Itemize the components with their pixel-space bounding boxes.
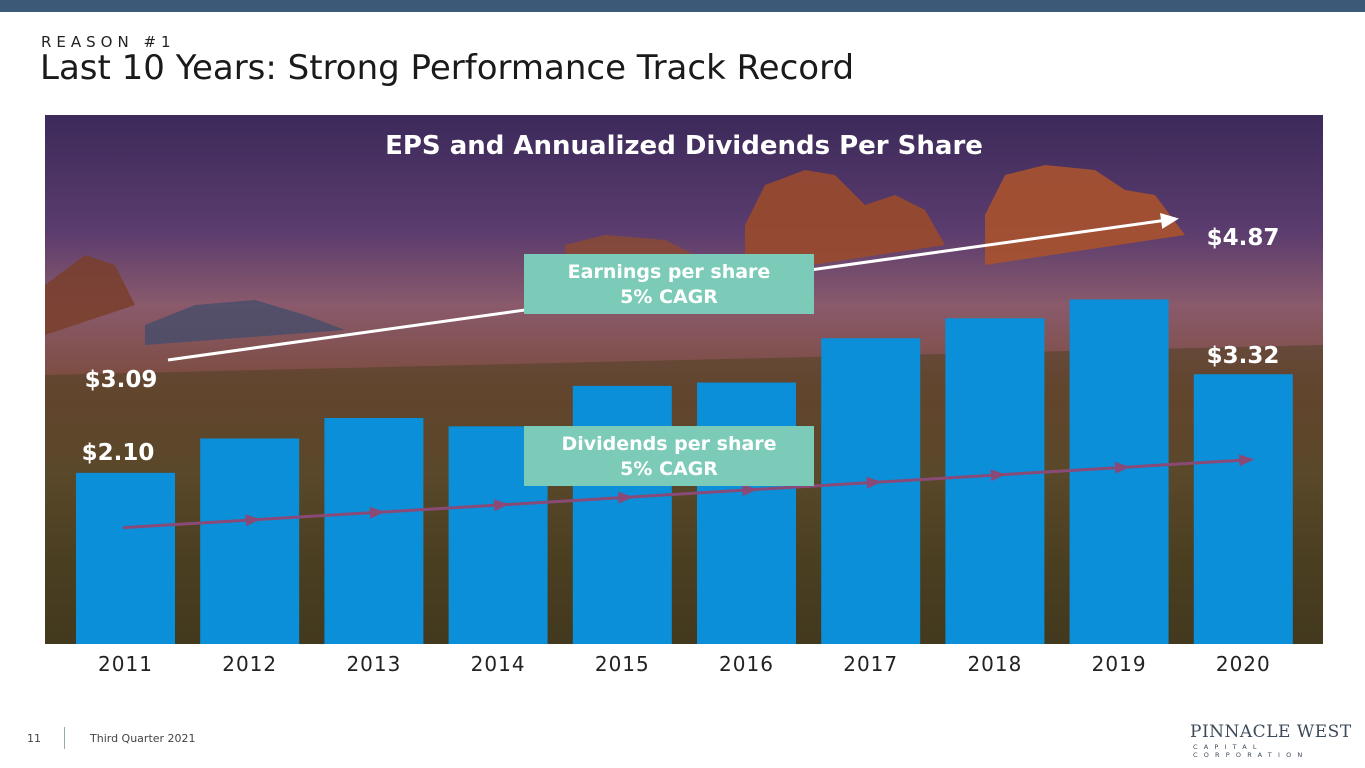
x-tick-label: 2012	[222, 652, 278, 676]
dividend-trend-arrow	[245, 514, 261, 527]
company-logo-subtext: CAPITAL CORPORATION	[1193, 743, 1309, 759]
callout-box	[524, 426, 814, 486]
dividend-trend-arrow	[493, 499, 510, 512]
x-tick-label: 2019	[1091, 652, 1147, 676]
bar-2020	[1193, 374, 1293, 644]
bar-2012	[200, 438, 300, 644]
bar-2016	[697, 382, 796, 644]
footer-divider	[64, 727, 65, 749]
callout-text: Dividends per share	[561, 433, 776, 455]
bar-2017	[821, 338, 921, 644]
page-title: Last 10 Years: Strong Performance Track …	[40, 48, 855, 88]
data-label: $3.09	[85, 367, 158, 393]
x-tick-label: 2016	[719, 652, 774, 676]
callout-text: 5% CAGR	[620, 458, 718, 480]
bar-2011	[76, 472, 175, 644]
chart-title: EPS and Annualized Dividends Per Share	[385, 131, 983, 161]
footer-period: Third Quarter 2021	[90, 732, 196, 745]
dividend-trend-line	[122, 458, 1244, 530]
top-accent-bar	[0, 0, 1365, 12]
x-tick-label: 2020	[1215, 652, 1271, 676]
bar-2015	[572, 385, 672, 644]
x-tick-label: 2015	[594, 652, 650, 676]
x-tick-label: 2011	[98, 652, 153, 676]
page-number: 11	[27, 732, 41, 745]
data-label: $3.32	[1207, 343, 1280, 369]
data-label: $2.10	[82, 440, 155, 466]
x-axis-labels: 2011 2012 2013 2014 2015 2016 2017 2018 2019 2020	[0, 652, 1365, 682]
callout-box	[524, 254, 814, 314]
bar-2018	[945, 318, 1045, 644]
dividend-trend-arrow	[1114, 461, 1131, 474]
x-tick-label: 2014	[470, 652, 526, 676]
dividend-trend-arrow	[742, 484, 758, 497]
dividend-trend-arrow	[866, 476, 882, 489]
value-labels-group: $3.09 $2.10 $4.87 $3.32	[82, 225, 1280, 466]
x-tick-label: 2018	[967, 652, 1023, 676]
callout-text: 5% CAGR	[620, 286, 718, 308]
x-tick-label: 2013	[346, 652, 402, 676]
callout-text: Earnings per share	[568, 261, 771, 283]
bar-2013	[324, 417, 424, 644]
dividend-trend-arrow	[990, 469, 1006, 482]
eps-trend-arrowhead	[1160, 213, 1179, 229]
section-eyebrow: REASON #1	[41, 33, 176, 51]
x-tick-label: 2017	[843, 652, 899, 676]
dividend-trend-arrow	[617, 491, 634, 504]
dividend-trend-arrow	[1238, 454, 1255, 467]
chart-svg: EPS and Annualized Dividends Per Share E…	[45, 131, 1323, 644]
dividend-trend-arrow	[369, 506, 385, 519]
dividend-trend-group	[122, 454, 1255, 530]
data-label: $4.87	[1207, 225, 1280, 251]
callouts-group: Earnings per share 5% CAGR Dividends per s…	[524, 254, 814, 486]
chart-panel: EPS and Annualized Dividends Per Share E…	[45, 115, 1323, 644]
company-logo-text: PINNACLE WEST	[1190, 722, 1352, 742]
